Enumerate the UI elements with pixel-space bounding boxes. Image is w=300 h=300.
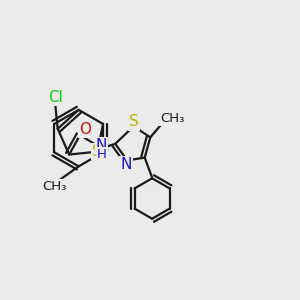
Text: H: H <box>97 148 106 161</box>
Text: N: N <box>96 138 107 153</box>
Text: N: N <box>120 157 131 172</box>
Text: CH₃: CH₃ <box>43 180 67 193</box>
Text: CH₃: CH₃ <box>160 112 184 125</box>
Text: Cl: Cl <box>48 90 63 105</box>
Text: O: O <box>79 122 91 137</box>
Text: S: S <box>129 114 139 129</box>
Text: S: S <box>92 144 102 159</box>
